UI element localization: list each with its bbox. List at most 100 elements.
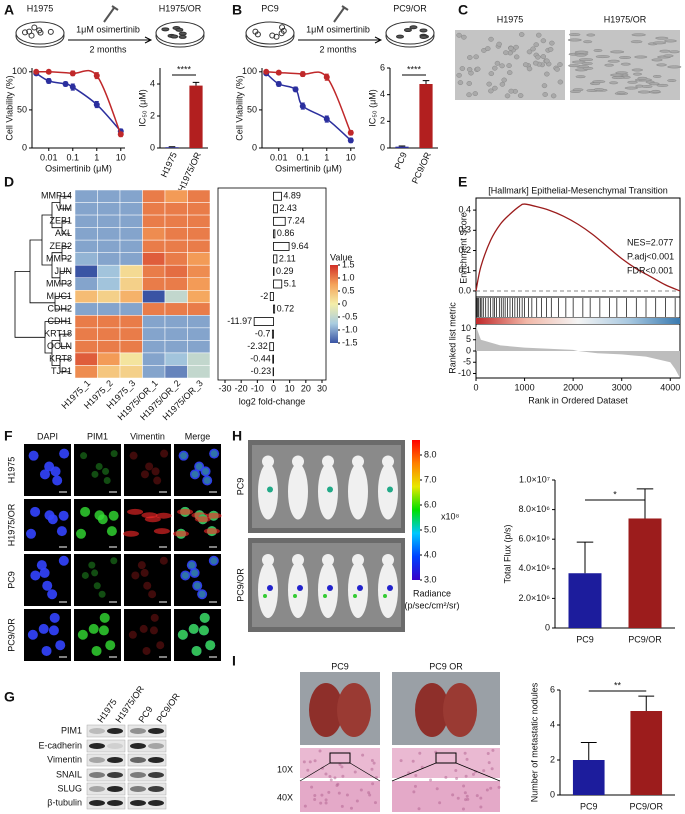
cell: [620, 62, 631, 66]
pim1-signal: [97, 514, 108, 525]
vimentin-signal: [123, 530, 140, 537]
mouse-head: [352, 554, 364, 566]
tissue: [370, 759, 374, 763]
heatmap-cell: [74, 290, 98, 304]
x-axis-label: Osimertinib (μM): [275, 163, 342, 173]
cell: [595, 55, 610, 59]
tissue: [418, 751, 422, 755]
row-label: JUN: [55, 266, 73, 276]
cell: [631, 33, 646, 37]
band: [148, 772, 164, 778]
vimentin-signal: [156, 641, 165, 650]
cell: [616, 91, 626, 95]
cell: [578, 58, 594, 62]
pim1-signal: [199, 612, 210, 623]
row-label: SLUG: [57, 783, 82, 793]
heatmap-cell: [97, 352, 121, 366]
error-bar: [398, 145, 406, 147]
heatmap-cell: [119, 214, 143, 228]
panel-label: E: [458, 174, 467, 190]
x-tick-label: PC9/OR: [628, 634, 662, 644]
cell: [533, 42, 539, 48]
heatmap-cell: [119, 277, 143, 291]
cell: [651, 58, 663, 62]
cell: [485, 46, 491, 52]
cell: [557, 62, 563, 68]
cell: [610, 73, 624, 77]
cell: [567, 38, 582, 42]
value-label: -0.7: [255, 329, 271, 339]
legend-tick-label: -1.0: [342, 324, 358, 334]
cell: [637, 90, 651, 94]
heatmap-cell: [164, 352, 188, 366]
pim1-signal: [99, 612, 110, 623]
lung: [337, 683, 371, 737]
y-tick-label: 50: [247, 104, 257, 114]
pim1-signal: [195, 462, 203, 470]
lung: [443, 683, 477, 737]
panel-label: A: [4, 2, 14, 18]
cell: [513, 54, 520, 60]
label: H1975/OR: [159, 3, 202, 13]
column-header: PIM1: [87, 431, 108, 441]
tissue: [479, 805, 483, 809]
label: H1975/OR: [604, 14, 647, 24]
vimentin-signal: [153, 528, 170, 535]
y-tick-label: 4.0×10⁶: [519, 563, 551, 573]
cell: [656, 83, 669, 87]
pim1-signal: [98, 625, 109, 636]
tissue: [438, 801, 442, 805]
band: [130, 772, 146, 778]
row-label: PC9/OR: [235, 568, 245, 602]
x-tick-label: PC9: [576, 634, 594, 644]
blot: [127, 768, 167, 782]
vimentin-signal: [160, 449, 169, 458]
vimentin-signal: [177, 508, 194, 515]
cell: [624, 86, 638, 90]
cell: [664, 39, 677, 43]
x-tick-label: 1: [94, 152, 99, 162]
bar: [189, 85, 203, 148]
pim1-signal: [103, 477, 111, 485]
y-tick-label: 6: [550, 684, 555, 694]
heatmap-cell: [97, 302, 121, 316]
blot: [86, 782, 126, 796]
cell: [540, 38, 547, 44]
data-point: [93, 101, 100, 108]
heatmap-cell: [97, 239, 121, 253]
tissue: [349, 806, 353, 810]
histology-40x: [300, 781, 380, 812]
y-tick-label: 100: [12, 66, 27, 76]
error-bar: [638, 695, 655, 711]
vimentin-signal: [128, 630, 137, 639]
pim1-signal: [80, 452, 88, 460]
tissue: [429, 778, 433, 782]
cell: [461, 34, 467, 40]
cell: [610, 50, 625, 54]
tissue: [324, 798, 328, 802]
heatmap-cell: [142, 340, 166, 354]
colorbar-tick-label: 5.0: [424, 524, 437, 534]
band: [107, 728, 123, 734]
tissue: [328, 774, 332, 778]
nucleus: [55, 640, 66, 651]
pim1-signal: [181, 571, 189, 579]
row-label: Vimentin: [47, 754, 82, 764]
cell: [409, 25, 418, 30]
data-point: [323, 116, 330, 123]
heatmap-cell: [97, 202, 121, 216]
cell: [632, 72, 643, 76]
nucleus: [58, 555, 69, 566]
cell: [466, 92, 472, 98]
blot: [127, 724, 167, 738]
vimentin-signal: [159, 556, 168, 565]
pim1-signal: [102, 467, 110, 475]
rank-color-bar: [476, 318, 680, 324]
signal: [387, 585, 393, 591]
cell: [522, 62, 529, 68]
cell: [396, 34, 405, 39]
nucleus: [27, 629, 38, 640]
heatmap-cell: [74, 227, 98, 241]
nucleus: [178, 450, 189, 461]
tissue: [497, 785, 501, 789]
